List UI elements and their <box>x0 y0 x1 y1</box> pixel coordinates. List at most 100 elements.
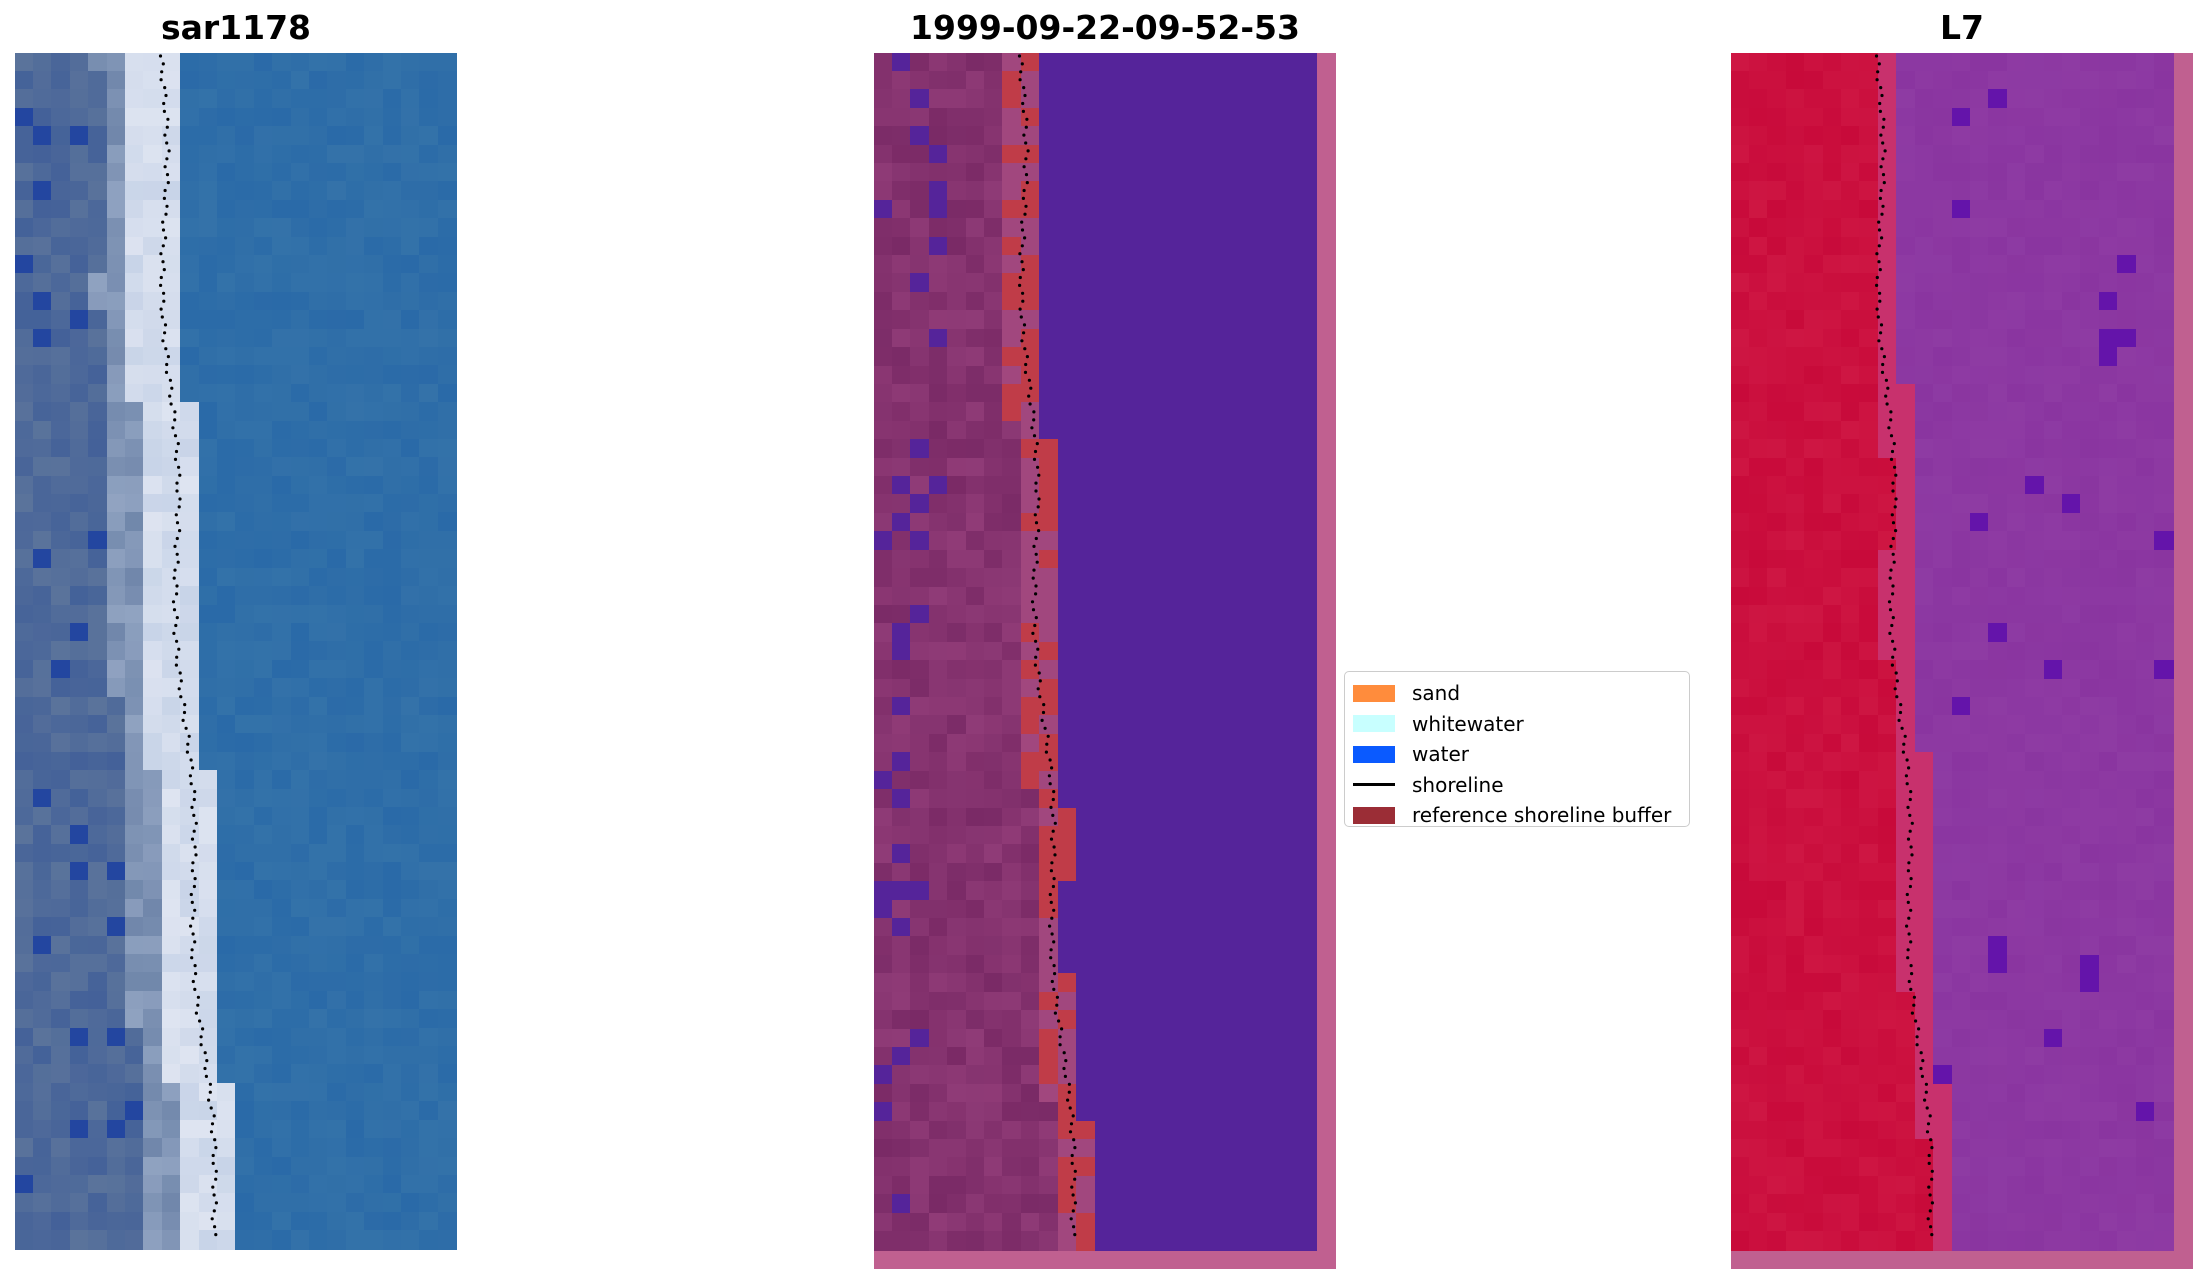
shoreline-point <box>1881 141 1885 145</box>
shoreline-point <box>1053 1011 1057 1015</box>
shoreline-point <box>1045 742 1049 746</box>
shoreline-point <box>214 1233 218 1237</box>
shoreline-point <box>162 299 166 303</box>
shoreline-point <box>1034 481 1038 485</box>
shoreline-point <box>1879 331 1883 335</box>
shoreline-point <box>1046 734 1050 738</box>
shoreline-point <box>173 568 177 572</box>
shoreline-point <box>1912 995 1916 999</box>
shoreline-point <box>1892 560 1896 564</box>
shoreline-point <box>1926 1122 1931 1126</box>
shoreline-point <box>166 355 170 359</box>
classified-image <box>874 53 1336 1269</box>
shoreline-point <box>1068 1130 1073 1134</box>
shoreline-point <box>1033 513 1037 517</box>
shoreline-point <box>203 1066 207 1071</box>
shoreline-point <box>214 1146 218 1150</box>
shoreline-point <box>1879 133 1883 137</box>
shoreline-point <box>1052 908 1056 912</box>
shoreline-point <box>1909 908 1913 912</box>
shoreline-point <box>170 386 174 390</box>
legend: sand whitewater water shoreline referenc… <box>1344 671 1690 827</box>
shoreline-point <box>1027 394 1031 398</box>
shoreline-point <box>163 133 167 137</box>
shoreline-point <box>1052 845 1056 849</box>
shoreline-point <box>1051 813 1055 818</box>
shoreline-point <box>1024 141 1028 145</box>
shoreline-point <box>163 86 167 90</box>
shoreline-point <box>1930 1201 1934 1205</box>
shoreline-point <box>1889 418 1893 422</box>
shoreline-point <box>1021 291 1025 295</box>
shoreline-point <box>1878 268 1882 272</box>
shoreline-point <box>1912 1003 1916 1007</box>
shoreline-point <box>1068 1106 1072 1110</box>
shoreline-point <box>1032 418 1036 422</box>
shoreline-point <box>175 655 179 659</box>
shoreline-point <box>1034 655 1038 659</box>
shoreline-point <box>1022 323 1027 327</box>
shoreline-point <box>214 1201 218 1205</box>
shoreline-point <box>1032 568 1036 572</box>
shoreline-point <box>1036 687 1040 691</box>
shoreline-point <box>1917 1027 1921 1031</box>
shoreline-point <box>191 766 195 770</box>
shoreline-point <box>204 1074 208 1078</box>
shoreline-point <box>207 1098 211 1102</box>
shoreline-point <box>214 1177 218 1181</box>
shoreline-point <box>191 861 195 865</box>
shoreline-overlay <box>1874 54 1934 1237</box>
shoreline-point <box>1910 972 1914 976</box>
shoreline-point <box>162 268 166 272</box>
shoreline-point <box>1049 837 1054 841</box>
shoreline-point <box>194 821 198 825</box>
shoreline-point <box>1930 1169 1934 1173</box>
shoreline-point <box>1906 837 1911 841</box>
shoreline-point <box>1906 956 1910 960</box>
shoreline-point <box>1878 101 1882 106</box>
shoreline-point <box>1024 157 1028 161</box>
buffer-swatch <box>1353 806 1395 824</box>
shoreline-point <box>1907 979 1911 984</box>
shoreline-point <box>1043 726 1047 730</box>
shoreline-point <box>1037 671 1041 675</box>
shoreline-point <box>1889 544 1893 548</box>
legend-label: water <box>1412 742 1469 767</box>
shoreline-point <box>193 845 197 849</box>
shoreline-point <box>1021 268 1025 272</box>
shoreline-point <box>164 370 169 374</box>
shoreline-point <box>1875 275 1879 280</box>
shoreline-point <box>176 442 180 446</box>
shoreline-point <box>1876 315 1880 319</box>
shoreline-point <box>1902 742 1906 746</box>
shoreline-point <box>1878 196 1882 200</box>
shoreline-point <box>1924 1082 1928 1086</box>
shoreline-point <box>1875 283 1879 287</box>
shoreline-point <box>1058 1043 1062 1047</box>
shoreline-point <box>211 1161 215 1165</box>
shoreline-point <box>174 623 178 628</box>
shoreline-point <box>1905 758 1909 762</box>
shoreline-point <box>178 473 182 477</box>
index-image <box>1731 53 2193 1269</box>
shoreline-point <box>212 1209 216 1213</box>
shoreline-point <box>175 552 179 556</box>
shoreline-point <box>1889 568 1893 572</box>
shoreline-point <box>162 101 166 106</box>
shoreline-point <box>1070 1185 1074 1189</box>
shoreline-point <box>1020 244 1024 248</box>
shoreline-point <box>1898 710 1903 715</box>
shoreline-point <box>1905 892 1909 897</box>
shoreline-point <box>162 291 166 295</box>
shoreline-point <box>178 529 182 533</box>
shoreline-point <box>175 592 179 596</box>
shoreline-point <box>1050 979 1054 984</box>
shoreline-point <box>1909 964 1913 968</box>
shoreline-point <box>1073 1146 1077 1150</box>
shoreline-point <box>1904 774 1908 778</box>
shoreline-point <box>1923 1098 1927 1102</box>
shoreline-point <box>190 805 194 810</box>
shoreline-point <box>1929 1138 1933 1142</box>
shoreline-point <box>175 616 179 620</box>
shoreline-point <box>1073 1169 1077 1173</box>
